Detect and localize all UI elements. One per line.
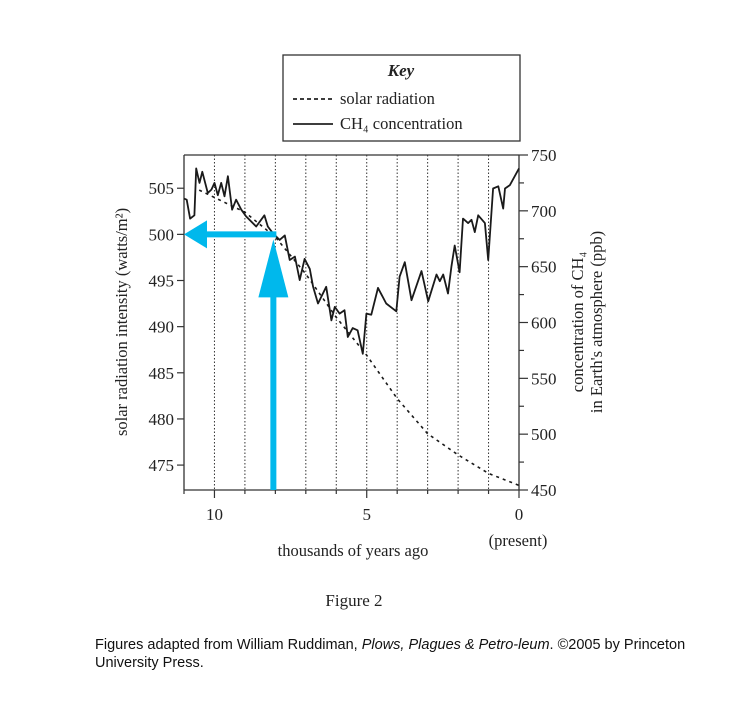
legend-title: Key: [387, 61, 415, 80]
y-left-tick-label: 505: [149, 179, 175, 198]
vertical-arrow-head: [258, 239, 289, 298]
x-axis-label: thousands of years ago: [278, 541, 429, 560]
caption-book-title: Plows, Plagues & Petro-leum: [361, 637, 550, 653]
x-tick-label: 5: [362, 505, 371, 524]
legend-label-ch4: CH₄ concentration: [340, 114, 463, 133]
x-tick-label: 10: [206, 505, 223, 524]
y-right-tick-label: 700: [531, 202, 557, 221]
legend-box: [282, 54, 521, 142]
y-right-tick-label: 500: [531, 425, 557, 444]
y-right-tick-label: 650: [531, 258, 557, 277]
y-axis-right-label-line1: concentration of CH₄: [568, 252, 587, 393]
y-left-tick-label: 490: [149, 318, 175, 337]
x-tick-label: 0: [515, 505, 524, 524]
annotation-arrows: [184, 220, 289, 490]
y-left-tick-label: 480: [149, 410, 175, 429]
x-axis-present-note: (present): [489, 531, 548, 550]
figure-label: Figure 2: [325, 591, 382, 610]
y-left-tick-label: 475: [149, 456, 175, 475]
y-right-tick-label: 600: [531, 314, 557, 333]
y-left-tick-label: 495: [149, 272, 175, 291]
legend-label-solar: solar radiation: [340, 89, 435, 108]
y-right-tick-label: 450: [531, 481, 557, 500]
y-left-tick-label: 500: [149, 225, 175, 244]
y-right-tick-label: 750: [531, 146, 557, 165]
y-axis-left-label: solar radiation intensity (watts/m²): [112, 208, 131, 436]
caption-prefix: Figures adapted from William Ruddiman,: [95, 637, 362, 653]
y-left-tick-label: 485: [149, 364, 175, 383]
y-axis-right-label-line2: in Earth's atmosphere (ppb): [587, 231, 606, 413]
ch4-concentration-line: [183, 167, 520, 355]
caption: Figures adapted from William Ruddiman, P…: [95, 636, 695, 672]
legend: Key solar radiation CH₄ concentration: [282, 54, 521, 142]
caption-suffix: . ©2005 by Princeton University Press.: [95, 637, 686, 671]
y-right-tick-label: 550: [531, 369, 557, 388]
horizontal-arrow-head: [184, 220, 207, 249]
